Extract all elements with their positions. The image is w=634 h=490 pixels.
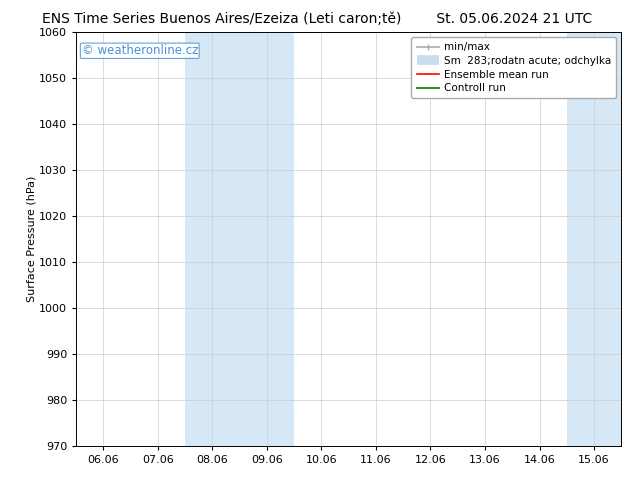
Text: © weatheronline.cz: © weatheronline.cz	[82, 44, 198, 57]
Bar	[567, 32, 621, 446]
Legend: min/max, Sm  283;rodatn acute; odchylka, Ensemble mean run, Controll run: min/max, Sm 283;rodatn acute; odchylka, …	[411, 37, 616, 98]
Text: ENS Time Series Buenos Aires/Ezeiza (Leti caron;tě)        St. 05.06.2024 21 UTC: ENS Time Series Buenos Aires/Ezeiza (Let…	[42, 12, 592, 26]
Bar	[185, 32, 294, 446]
Y-axis label: Surface Pressure (hPa): Surface Pressure (hPa)	[26, 176, 36, 302]
